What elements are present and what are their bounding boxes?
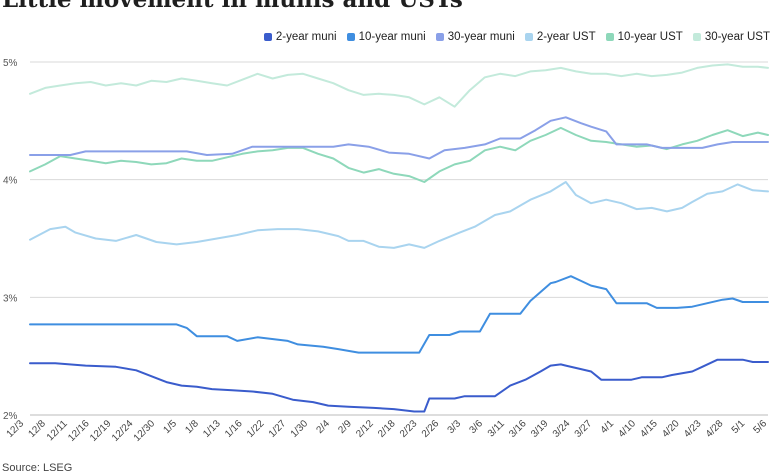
y-tick-label: 3% xyxy=(3,293,18,304)
series-line-30-year-muni xyxy=(29,116,769,160)
x-tick-label: 4/28 xyxy=(704,418,726,440)
x-tick-label: 3/27 xyxy=(573,418,595,440)
legend-item: 30-year UST xyxy=(692,31,770,43)
x-tick-label: 2/23 xyxy=(398,418,420,440)
legend-swatch xyxy=(524,33,533,41)
y-tick-label: 5% xyxy=(3,58,18,69)
x-tick-label: 4/1 xyxy=(599,418,617,436)
legend-swatch xyxy=(605,33,614,41)
legend-item: 2-year muni xyxy=(263,31,337,43)
x-tick-label: 5/1 xyxy=(730,418,748,436)
x-tick-label: 2/9 xyxy=(336,418,354,436)
chart-legend: 2-year muni 10-year muni 30-year muni 2-yea… xyxy=(263,31,770,43)
x-tick-label: 3/3 xyxy=(446,418,464,436)
series-line-2-year-muni xyxy=(29,358,769,413)
series-line-10-year-ust xyxy=(29,126,769,183)
legend-label: 2-year UST xyxy=(536,31,596,43)
series-line-10-year-muni xyxy=(29,275,769,354)
legend-label: 10-year muni xyxy=(358,31,426,43)
series-line-30-year-ust xyxy=(29,63,769,108)
x-tick-label: 1/5 xyxy=(161,418,179,436)
x-tick-label: 4/20 xyxy=(660,418,682,440)
source-note: Source: LSEG xyxy=(2,462,73,474)
x-tick-label: 2/26 xyxy=(420,418,442,440)
chart-title: Little movement in munis and USTs xyxy=(2,0,463,13)
x-tick-label: 12/16 xyxy=(66,418,92,444)
x-tick-label: 1/13 xyxy=(201,418,223,440)
x-tick-label: 3/11 xyxy=(486,418,507,439)
legend-item: 30-year muni xyxy=(435,31,515,43)
x-tick-label: 2/12 xyxy=(354,418,376,440)
legend-item: 10-year muni xyxy=(346,31,426,43)
x-tick-label: 3/16 xyxy=(507,418,529,440)
x-tick-label: 4/15 xyxy=(638,418,660,440)
legend-label: 2-year muni xyxy=(275,31,337,43)
x-tick-label: 1/27 xyxy=(267,418,289,440)
x-tick-label: 4/10 xyxy=(616,418,638,440)
legend-label: 30-year muni xyxy=(447,31,515,43)
x-tick-label: 2/4 xyxy=(314,418,332,436)
x-tick-label: 5/6 xyxy=(752,418,770,436)
x-tick-label: 1/16 xyxy=(223,418,245,440)
x-tick-label: 12/11 xyxy=(45,418,70,443)
legend-swatch xyxy=(263,33,272,41)
y-tick-label: 4% xyxy=(3,176,18,187)
x-tick-label: 3/19 xyxy=(529,418,551,440)
y-tick-label: 2% xyxy=(3,411,18,422)
x-tick-label: 1/22 xyxy=(245,418,267,440)
legend-swatch xyxy=(346,33,355,41)
x-tick-label: 12/24 xyxy=(110,418,136,444)
legend-item: 2-year UST xyxy=(524,31,596,43)
x-tick-label: 12/30 xyxy=(132,418,158,444)
legend-swatch xyxy=(692,33,701,41)
series-line-2-year-ust xyxy=(29,181,769,249)
x-tick-label: 1/8 xyxy=(183,418,201,436)
legend-label: 30-year UST xyxy=(704,31,770,43)
x-tick-label: 3/24 xyxy=(551,418,573,440)
legend-item: 10-year UST xyxy=(605,31,683,43)
x-tick-label: 12/19 xyxy=(88,418,114,444)
x-tick-label: 4/23 xyxy=(682,418,704,440)
x-tick-label: 3/6 xyxy=(467,418,485,436)
legend-swatch xyxy=(435,33,444,41)
legend-label: 10-year UST xyxy=(617,31,683,43)
x-tick-label: 2/18 xyxy=(376,418,398,440)
x-tick-label: 1/30 xyxy=(289,418,311,440)
